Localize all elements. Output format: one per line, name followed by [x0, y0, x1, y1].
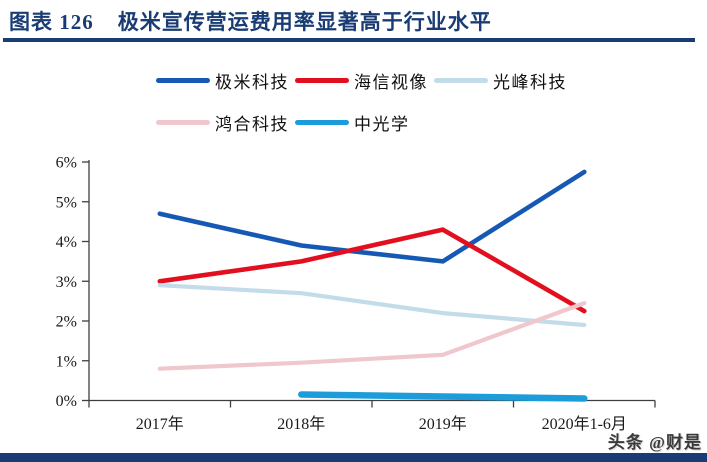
y-tick-label: 6%	[56, 155, 77, 172]
series-line-1	[157, 169, 587, 264]
x-tick-label: 2018年	[277, 415, 325, 433]
figure-number: 图表 126	[9, 10, 94, 34]
y-tick-label: 1%	[56, 353, 77, 370]
legend-label: 极米科技	[215, 72, 289, 92]
watermark: 头条 @财是	[607, 433, 702, 452]
series-line-3	[157, 283, 587, 328]
x-tick-label: 2020年1-6月	[542, 415, 627, 433]
legend-item: 极米科技	[156, 69, 289, 92]
legend-label: 中光学	[354, 114, 410, 134]
y-tick-label: 3%	[56, 274, 77, 291]
legend-label: 海信视像	[354, 72, 428, 92]
x-tick-label: 2017年	[136, 415, 184, 433]
legend-item: 鸿合科技	[156, 111, 289, 134]
series-line-5	[298, 391, 588, 402]
y-tick-label: 2%	[56, 314, 77, 331]
series-line-2	[157, 227, 587, 314]
legend-swatch	[156, 77, 210, 83]
chart-legend: 极米科技 海信视像 光峰科技鸿合科技 中光学	[156, 69, 608, 134]
legend-item: 中光学	[295, 111, 410, 134]
series-line-4	[157, 301, 587, 371]
legend-label: 鸿合科技	[215, 114, 289, 134]
figure-title-text: 极米宣传营运费用率显著高于行业水平	[117, 10, 492, 34]
figure-title: 图表 126 极米宣传营运费用率显著高于行业水平	[9, 6, 492, 36]
legend-swatch	[295, 77, 349, 83]
legend-swatch	[295, 119, 349, 125]
title-rule	[3, 38, 695, 42]
x-tick-label: 2019年	[419, 415, 467, 433]
legend-swatch	[434, 77, 488, 83]
y-tick-label: 5%	[56, 194, 77, 211]
y-tick-label: 4%	[56, 234, 77, 251]
legend-label: 光峰科技	[493, 72, 567, 92]
y-tick-label: 0%	[56, 393, 77, 410]
legend-swatch	[156, 119, 210, 125]
legend-item: 海信视像	[295, 69, 428, 92]
legend-item: 光峰科技	[434, 69, 567, 92]
bottom-bar	[0, 453, 707, 462]
